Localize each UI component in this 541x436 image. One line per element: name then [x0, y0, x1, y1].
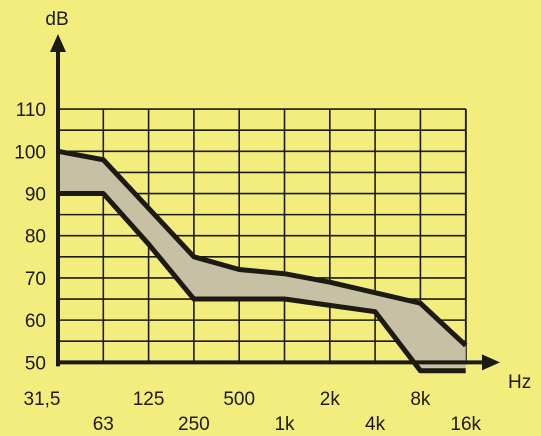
- y-tick-label: 80: [25, 227, 46, 248]
- x-tick-label: 16k: [450, 414, 481, 435]
- tick-labels: 50 60 70 80 90 100 110 31,5 63 125 250 500 1k 2k 4k 8k 1…: [14, 9, 531, 435]
- y-tick-label: 50: [25, 353, 46, 374]
- axes: [50, 34, 500, 371]
- y-tick-label: 60: [25, 311, 46, 332]
- y-axis-unit: dB: [45, 9, 68, 30]
- y-axis-arrow: [50, 34, 66, 52]
- x-tick-label: 500: [223, 389, 255, 410]
- upper-limit-line: [57, 148, 468, 348]
- y-tick-label: 90: [25, 185, 46, 206]
- x-tick-label: 125: [133, 389, 165, 410]
- y-tick-label: 110: [16, 100, 46, 121]
- x-axis-unit: Hz: [508, 372, 531, 393]
- x-tick-label: 31,5: [24, 389, 61, 410]
- x-tick-label: 8k: [410, 389, 431, 410]
- x-axis-arrow: [482, 354, 500, 371]
- y-tick-label: 70: [25, 269, 46, 290]
- x-tick-label: 63: [93, 414, 114, 435]
- band-fill: [58, 151, 466, 371]
- band-area: [57, 148, 468, 374]
- y-tick-label: 100: [14, 142, 46, 163]
- x-tick-label: 250: [178, 414, 210, 435]
- x-tick-label: 2k: [320, 389, 341, 410]
- x-tick-label: 1k: [274, 414, 295, 435]
- x-tick-label: 4k: [365, 414, 386, 435]
